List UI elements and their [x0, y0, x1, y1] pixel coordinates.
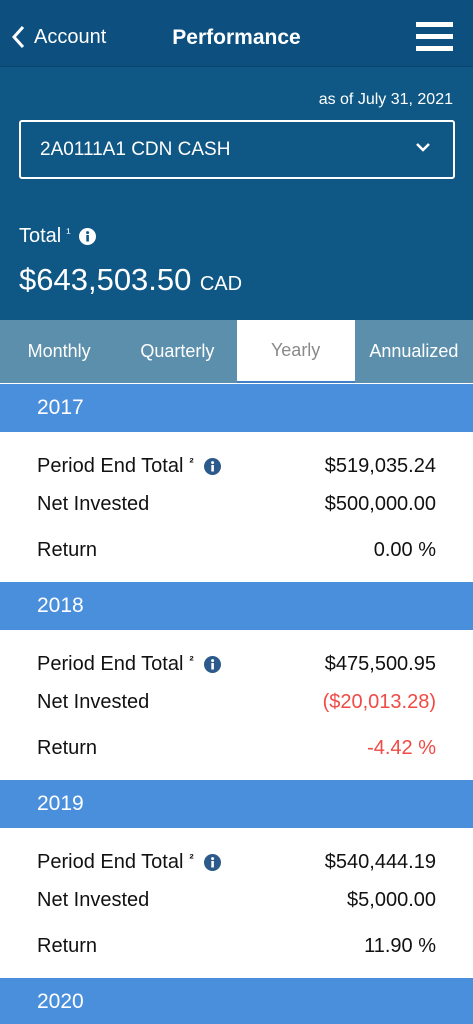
metric-label: Net Invested: [37, 888, 150, 911]
metric-label-group: Return: [37, 737, 97, 760]
metric-value: 11.90 %: [364, 934, 436, 957]
year-header: 2018: [0, 582, 473, 630]
metric-row: Return -4.42 %: [37, 733, 436, 763]
back-label: Account: [34, 25, 107, 48]
metric-label: Period End Total: [37, 454, 184, 477]
header-panel: Account Performance as of July 31, 2021 …: [0, 0, 473, 320]
metric-label-group: Period End Total ²: [37, 851, 221, 874]
metric-row: Period End Total ² $540,444.19: [37, 847, 436, 877]
metric-value: $540,444.19: [324, 850, 436, 873]
account-dropdown[interactable]: 2A0111A1 CDN CASH: [19, 120, 455, 179]
metric-label: Return: [37, 736, 98, 759]
info-icon[interactable]: [203, 457, 221, 475]
metric-value: 0.00 %: [373, 538, 436, 561]
metric-row: Net Invested $500,000.00: [37, 489, 436, 519]
year-body: Period End Total ² $475,500.95 Net Invested…: [0, 630, 473, 780]
period-tabs: Monthly Quarterly Yearly Annualized: [0, 320, 473, 383]
metric-label: Net Invested: [37, 690, 150, 713]
metric-value: -4.42 %: [367, 736, 436, 759]
info-icon[interactable]: [78, 228, 96, 245]
metric-value: ($20,013.28): [322, 690, 436, 713]
metric-label: Return: [37, 934, 98, 957]
back-icon: [11, 25, 25, 49]
total-label: Total: [19, 225, 62, 247]
metric-label-group: Net Invested: [37, 889, 149, 912]
total-currency: CAD: [199, 273, 243, 295]
metric-label-group: Period End Total ²: [37, 653, 221, 676]
as-of-date: as of July 31, 2021: [318, 91, 453, 108]
metric-marker: ²: [189, 652, 194, 668]
metric-label-group: Net Invested: [37, 691, 149, 714]
metric-row: Return 0.00 %: [37, 535, 436, 565]
year-list: 2017 Period End Total ² $519,035.24 Net Inve…: [0, 384, 473, 1024]
metric-row: Net Invested $5,000.00: [37, 885, 436, 915]
tab[interactable]: Yearly: [236, 320, 355, 383]
year-header: 2017: [0, 384, 473, 432]
dropdown-arrow: [416, 143, 430, 152]
back-button[interactable]: Account: [10, 24, 106, 50]
metric-label-group: Period End Total ²: [37, 455, 221, 478]
metric-row: Net Invested ($20,013.28): [37, 687, 436, 717]
metric-label-group: Return: [37, 539, 97, 562]
year-header: 2019: [0, 780, 473, 828]
top-bar: [0, 0, 473, 67]
tab[interactable]: Quarterly: [140, 341, 215, 361]
year-body: Period End Total ² $519,035.24 Net Invested…: [0, 432, 473, 582]
total-marker: ¹: [66, 225, 71, 240]
metric-label: Net Invested: [37, 492, 150, 515]
metric-label-group: Return: [37, 935, 97, 958]
metric-label: Period End Total: [37, 652, 184, 675]
total-amount: $643,503.50: [19, 262, 192, 297]
page-title: Performance: [172, 26, 301, 49]
total-row: $643,503.50 CAD: [19, 262, 242, 298]
metric-label: Return: [37, 538, 98, 561]
info-icon[interactable]: [203, 853, 221, 871]
year-body: Period End Total ² $540,444.19 Net Invested…: [0, 828, 473, 978]
metric-label: Period End Total: [37, 850, 184, 873]
metric-value: $519,035.24: [324, 454, 436, 477]
metric-row: Return 11.90 %: [37, 931, 436, 961]
metric-marker: ²: [189, 454, 194, 470]
menu-button[interactable]: [416, 20, 454, 54]
metric-value: $500,000.00: [324, 492, 436, 515]
metric-label-group: Net Invested: [37, 493, 149, 516]
metric-row: Period End Total ² $475,500.95: [37, 649, 436, 679]
metric-value: $475,500.95: [324, 652, 436, 675]
total-label-row: Total ¹: [19, 225, 96, 248]
tab[interactable]: Monthly: [27, 341, 91, 361]
year-header: 2020: [0, 978, 473, 1024]
info-icon[interactable]: [203, 655, 221, 673]
metric-row: Period End Total ² $519,035.24: [37, 451, 436, 481]
tab[interactable]: Annualized: [369, 341, 459, 361]
metric-value: $5,000.00: [347, 888, 436, 911]
metric-marker: ²: [189, 850, 194, 866]
account-name: 2A0111A1 CDN CASH: [40, 139, 231, 160]
